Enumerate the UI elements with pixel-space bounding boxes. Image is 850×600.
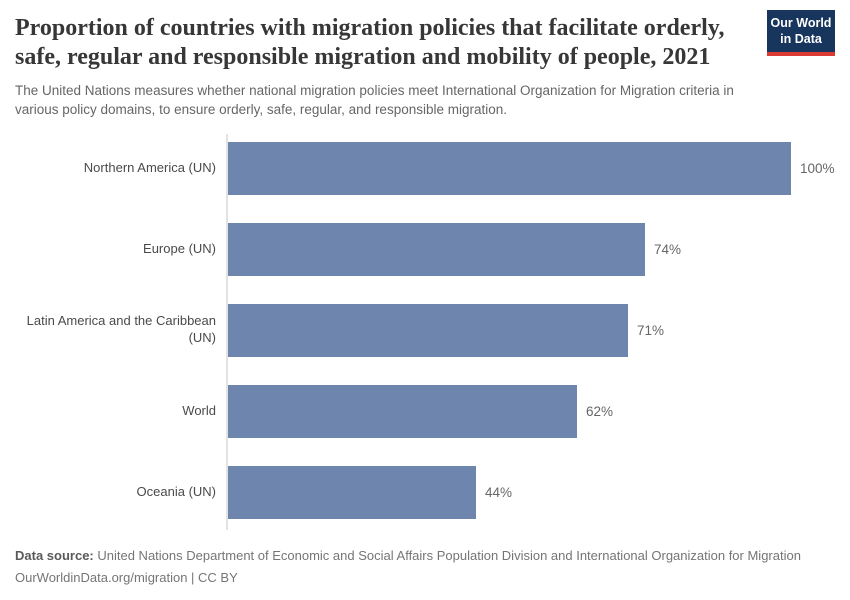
- chart-title: Proportion of countries with migration p…: [15, 15, 725, 71]
- owid-logo: Our World in Data: [767, 10, 835, 57]
- data-source-label: Data source:: [15, 548, 94, 564]
- data-source-text: United Nations Department of Economic an…: [93, 548, 801, 564]
- bar-chart: Northern America (UN) 100% Europe (UN) 74% L…: [15, 133, 835, 530]
- value-label: 62%: [586, 403, 614, 419]
- bar-area: 74%: [228, 222, 835, 276]
- owid-logo-line1: Our World: [770, 16, 832, 30]
- bar-area: 62%: [228, 384, 835, 438]
- chart-footer: Data source: United Nations Department o…: [15, 545, 801, 588]
- category-label: Europe (UN): [143, 240, 216, 256]
- category-label: Northern America (UN): [83, 159, 216, 175]
- chart-bar-row: World 62%: [15, 384, 835, 438]
- bar: [228, 303, 628, 357]
- bar: [228, 384, 577, 438]
- bar-area: 100%: [228, 141, 835, 195]
- category-label: Latin America and the Caribbean (UN): [26, 313, 216, 346]
- value-label: 100%: [800, 160, 835, 176]
- chart-bar-row: Northern America (UN) 100%: [15, 141, 835, 195]
- chart-subtitle: The United Nations measures whether nati…: [15, 82, 734, 118]
- value-label: 44%: [485, 484, 513, 500]
- category-label: Oceania (UN): [136, 483, 216, 499]
- bar-area: 71%: [228, 303, 835, 357]
- bar: [228, 222, 645, 276]
- license-line: OurWorldinData.org/migration | CC BY: [15, 569, 238, 585]
- chart-bar-row: Oceania (UN) 44%: [15, 465, 835, 519]
- bar-area: 44%: [228, 465, 835, 519]
- chart-header: Proportion of countries with migration p…: [0, 0, 850, 120]
- bar: [228, 465, 476, 519]
- chart-bar-row: Latin America and the Caribbean (UN) 71%: [15, 303, 835, 357]
- value-label: 71%: [637, 322, 665, 338]
- value-label: 74%: [654, 241, 682, 257]
- owid-logo-line2: in Data: [780, 31, 822, 46]
- category-label: World: [182, 402, 216, 418]
- chart-bar-row: Europe (UN) 74%: [15, 222, 835, 276]
- data-source-line: Data source: United Nations Department o…: [15, 545, 801, 566]
- bar: [228, 141, 791, 195]
- y-axis-line: [226, 133, 228, 530]
- chart-rows: Northern America (UN) 100% Europe (UN) 74% L…: [15, 141, 835, 519]
